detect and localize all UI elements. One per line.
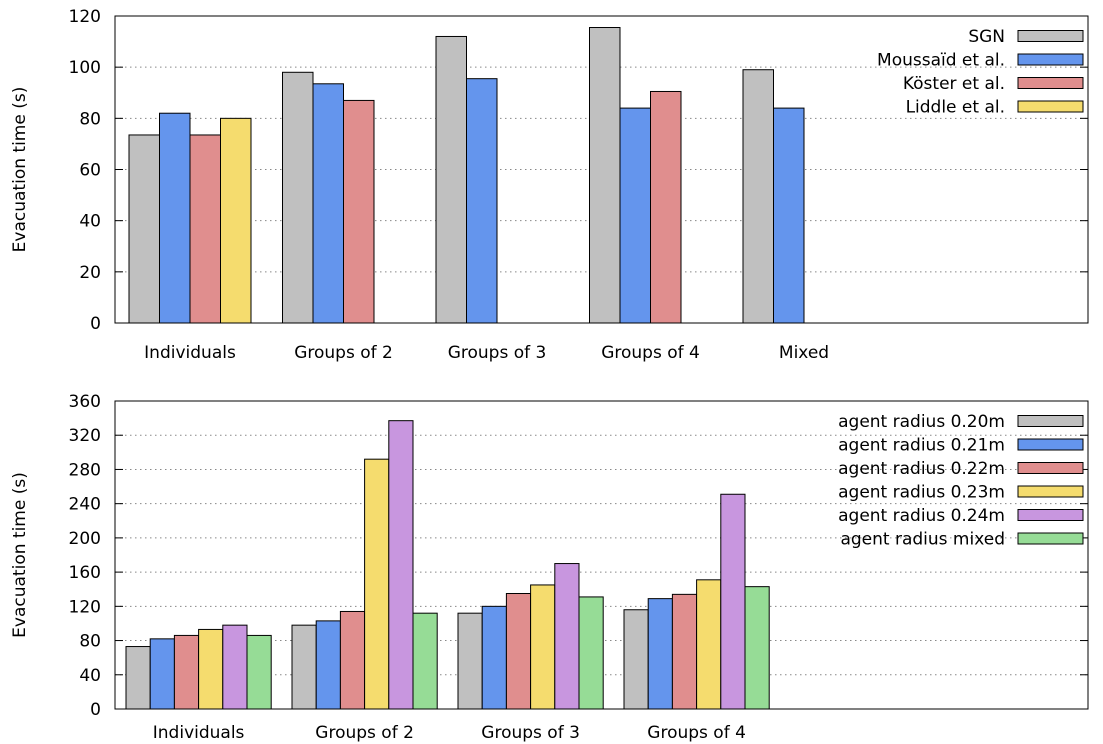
x-tick-label: Groups of 2 xyxy=(315,723,414,743)
y-tick-label: 360 xyxy=(69,392,101,412)
legend-label-agent-radius-0-21m: agent radius 0.21m xyxy=(838,436,1005,456)
bar-groups-of-2-agent-radius-0-23m xyxy=(364,458,390,710)
y-tick-label: 320 xyxy=(69,426,101,446)
bar-groups-of-4-agent-radius-0-23m xyxy=(696,579,722,710)
bar-groups-of-3-sgn xyxy=(435,35,467,324)
legend-label-agent-radius-0-23m: agent radius 0.23m xyxy=(838,483,1005,503)
x-tick-label: Individuals xyxy=(153,723,245,743)
bar-individuals-agent-radius-0-22m xyxy=(173,634,200,710)
bar-groups-of-3-moussaid-et-al xyxy=(466,78,498,324)
y-tick-label: 0 xyxy=(90,700,101,720)
legend-swatch-koster-et-al xyxy=(1017,77,1084,89)
legend-swatch-liddle-et-al xyxy=(1017,100,1084,113)
bar-groups-of-3-agent-radius-mixed xyxy=(578,596,604,710)
bar-individuals-liddle-et-al xyxy=(220,117,252,324)
legend-label-agent-radius-0-20m: agent radius 0.20m xyxy=(838,412,1005,432)
bar-groups-of-4-sgn xyxy=(589,27,621,324)
bar-groups-of-2-agent-radius-0-22m xyxy=(339,610,366,710)
bar-groups-of-4-agent-radius-0-21m xyxy=(647,598,673,710)
legend-label-agent-radius-mixed: agent radius mixed xyxy=(840,530,1005,550)
y-axis-label: Evacuation time (s) xyxy=(10,87,30,253)
x-tick-label: Groups of 4 xyxy=(601,343,700,363)
legend-swatch-sgn xyxy=(1017,30,1084,42)
bar-groups-of-3-agent-radius-0-20m xyxy=(457,612,483,710)
bar-individuals-agent-radius-mixed xyxy=(246,634,272,710)
y-tick-label: 80 xyxy=(79,632,101,652)
bar-groups-of-3-agent-radius-0-23m xyxy=(530,584,556,710)
x-tick-label: Mixed xyxy=(779,343,829,363)
bar-individuals-koster-et-al xyxy=(189,134,221,324)
legend-swatch-moussaid-et-al xyxy=(1017,53,1084,66)
legend-swatch-agent-radius-mixed xyxy=(1017,532,1084,545)
x-tick-label: Groups of 3 xyxy=(448,343,547,363)
y-tick-label: 120 xyxy=(69,597,101,617)
bar-individuals-moussaid-et-al xyxy=(159,112,191,324)
legend-label-koster-et-al: Köster et al. xyxy=(903,74,1005,94)
legend-label-moussaid-et-al: Moussaïd et al. xyxy=(877,51,1005,71)
chart-agent-radius-comparison: Individuals Groups of 2 Groups of 3 Groups … xyxy=(10,392,1089,743)
y-tick-label: 60 xyxy=(79,161,101,181)
bar-groups-of-2-agent-radius-0-24m xyxy=(388,420,414,710)
x-tick-label: Groups of 4 xyxy=(647,723,746,743)
x-tick-label: Groups of 2 xyxy=(294,343,393,363)
legend-swatch-agent-radius-0-23m xyxy=(1017,485,1084,498)
bar-groups-of-3-agent-radius-0-24m xyxy=(554,563,580,710)
y-tick-label: 40 xyxy=(79,212,101,232)
y-tick-label: 100 xyxy=(69,58,101,78)
bar-groups-of-4-moussaid-et-al xyxy=(619,107,651,324)
bar-groups-of-2-koster-et-al xyxy=(343,99,375,324)
y-tick-label: 120 xyxy=(69,7,101,27)
y-axis-label: Evacuation time (s) xyxy=(10,472,30,638)
x-tick-label: Groups of 3 xyxy=(481,723,580,743)
x-tick-label: Individuals xyxy=(144,343,236,363)
bar-individuals-agent-radius-0-24m xyxy=(222,624,248,710)
legend-label-agent-radius-0-24m: agent radius 0.24m xyxy=(838,506,1005,526)
bar-groups-of-3-agent-radius-0-21m xyxy=(481,605,507,710)
bar-mixed-moussaid-et-al xyxy=(773,107,805,324)
chart-group-size-comparison: Individuals Groups of 2 Groups of 3 Groups … xyxy=(10,7,1089,363)
y-tick-label: 20 xyxy=(79,263,101,283)
y-tick-label: 160 xyxy=(69,563,101,583)
legend-label-sgn: SGN xyxy=(968,27,1005,47)
bar-individuals-sgn xyxy=(128,134,160,324)
y-tick-label: 40 xyxy=(79,666,101,686)
bar-groups-of-4-agent-radius-0-24m xyxy=(720,493,746,710)
bar-individuals-agent-radius-0-23m xyxy=(198,628,224,710)
bar-groups-of-4-koster-et-al xyxy=(650,90,682,324)
bar-groups-of-3-agent-radius-0-22m xyxy=(505,593,532,710)
legend-swatch-agent-radius-0-21m xyxy=(1017,438,1084,451)
bar-groups-of-2-sgn xyxy=(282,71,314,324)
y-tick-label: 0 xyxy=(90,314,101,334)
y-tick-label: 280 xyxy=(69,460,101,480)
legend-swatch-agent-radius-0-24m xyxy=(1017,509,1084,521)
bar-individuals-agent-radius-0-20m xyxy=(125,646,151,710)
legend-swatch-agent-radius-0-22m xyxy=(1017,462,1084,474)
y-tick-label: 200 xyxy=(69,529,101,549)
bar-individuals-agent-radius-0-21m xyxy=(149,638,175,710)
bar-groups-of-2-agent-radius-0-21m xyxy=(315,620,341,710)
bar-groups-of-4-agent-radius-0-22m xyxy=(671,593,698,710)
y-tick-label: 80 xyxy=(79,109,101,129)
bar-groups-of-2-agent-radius-mixed xyxy=(412,612,438,710)
legend-swatch-agent-radius-0-20m xyxy=(1017,415,1084,427)
y-tick-label: 240 xyxy=(69,495,101,515)
plot-frame xyxy=(114,400,1089,710)
legend-label-agent-radius-0-22m: agent radius 0.22m xyxy=(838,459,1005,479)
bar-groups-of-2-moussaid-et-al xyxy=(312,83,344,324)
bar-groups-of-2-agent-radius-0-20m xyxy=(291,624,317,710)
bar-groups-of-4-agent-radius-0-20m xyxy=(623,609,649,710)
legend-label-liddle-et-al: Liddle et al. xyxy=(906,98,1005,118)
bar-groups-of-4-agent-radius-mixed xyxy=(744,586,770,710)
bar-mixed-sgn xyxy=(742,69,774,324)
